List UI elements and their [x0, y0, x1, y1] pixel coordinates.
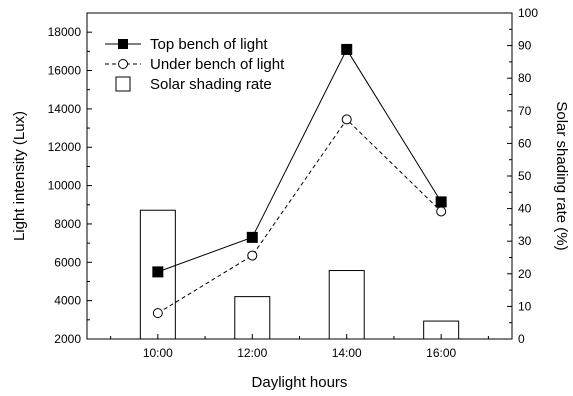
y2-tick-label: 0 [518, 332, 525, 346]
y-tick-label: 16000 [48, 64, 82, 78]
y-tick-label: 12000 [48, 140, 82, 154]
y2-tick-label: 60 [518, 136, 532, 150]
data-point [341, 114, 352, 125]
data-point [152, 266, 164, 278]
y2-tick-label: 40 [518, 202, 532, 216]
data-point [152, 308, 163, 319]
axis-ticks [87, 12, 512, 340]
shading-bar [328, 270, 365, 340]
shading-bar [234, 296, 271, 340]
y2-tick-label: 90 [518, 39, 532, 53]
y-tick-label: 14000 [48, 102, 82, 116]
y-tick-label: 8000 [54, 217, 81, 231]
y2-axis-title: Solar shading rate (%) [553, 101, 570, 250]
y-tick-label: 10000 [48, 179, 82, 193]
y-tick-label: 2000 [54, 332, 81, 346]
legend-marker [115, 76, 131, 92]
legend-marker [118, 59, 128, 69]
x-tick-label: 14:00 [332, 346, 362, 360]
data-point [436, 206, 447, 217]
legend: Top bench of light Under bench of light So… [105, 36, 285, 93]
data-point [247, 250, 258, 261]
bar-series [139, 209, 460, 340]
y2-tick-label: 70 [518, 104, 532, 118]
legend-marker [118, 39, 128, 49]
y-tick-label: 18000 [48, 25, 82, 39]
legend-label: Top bench of light [150, 36, 268, 53]
y2-tick-label: 100 [518, 6, 538, 20]
y2-tick-label: 20 [518, 267, 532, 281]
x-tick-label: 12:00 [237, 346, 267, 360]
y2-tick-label: 10 [518, 299, 532, 313]
series-line [157, 48, 442, 273]
x-axis-title: Daylight hours [252, 374, 348, 391]
data-point [435, 196, 447, 208]
legend-label: Solar shading rate [150, 76, 272, 93]
y2-tick-label: 50 [518, 169, 532, 183]
line-series [152, 43, 447, 319]
y2-tick-label: 80 [518, 71, 532, 85]
y-tick-label: 6000 [54, 255, 81, 269]
axis-tick-labels: 2000 4000 6000 8000 10000 12000 14000 16000 1800… [48, 6, 539, 360]
data-point [341, 43, 353, 55]
y-axis-title: Light intensity (Lux) [11, 111, 28, 241]
x-tick-label: 16:00 [426, 346, 456, 360]
x-tick-label: 10:00 [143, 346, 173, 360]
data-point [246, 231, 258, 243]
y-tick-label: 4000 [54, 294, 81, 308]
y2-tick-label: 30 [518, 234, 532, 248]
legend-label: Under bench of light [150, 56, 285, 73]
series-line [157, 118, 442, 314]
